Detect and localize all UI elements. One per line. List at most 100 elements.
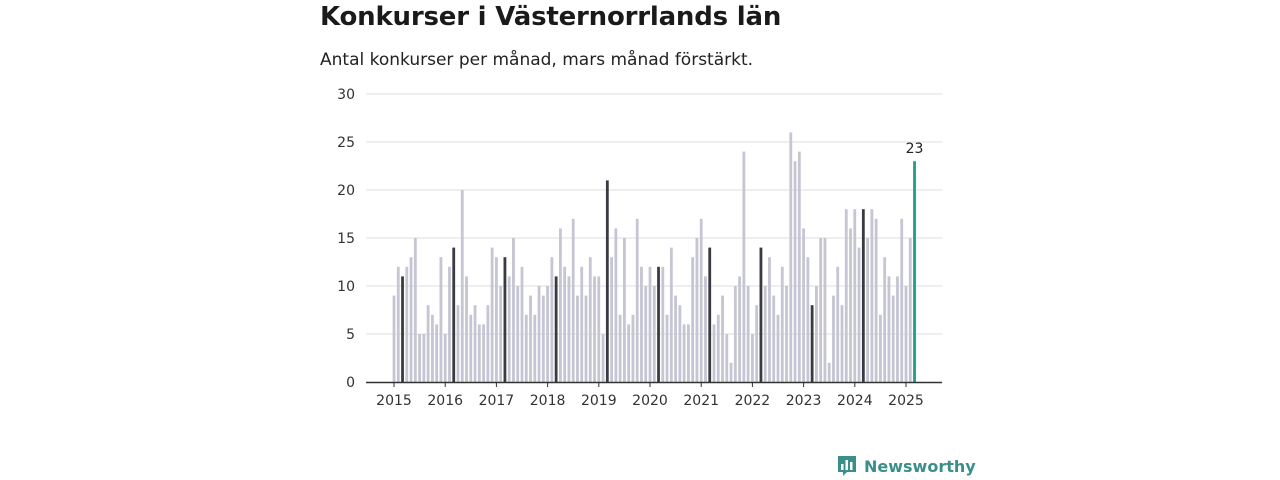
bar	[785, 286, 788, 382]
bar	[516, 286, 520, 382]
bar	[460, 190, 464, 382]
bar	[815, 286, 818, 382]
bar	[627, 324, 631, 382]
bar	[524, 314, 528, 382]
bar	[495, 257, 498, 382]
bar	[426, 305, 430, 382]
x-tick-label: 2023	[786, 393, 822, 409]
bar	[652, 286, 656, 382]
bar	[580, 266, 584, 382]
bar	[887, 276, 891, 382]
bar	[567, 276, 571, 382]
bar	[559, 228, 562, 382]
bar	[473, 305, 477, 382]
bar	[614, 228, 618, 382]
bar	[836, 266, 840, 382]
bar	[469, 314, 473, 382]
bar	[465, 276, 468, 382]
bar	[712, 324, 716, 382]
bar	[746, 286, 750, 382]
bar	[644, 286, 648, 382]
bar	[486, 305, 490, 382]
y-tick-label: 20	[337, 183, 355, 199]
bar	[716, 314, 720, 382]
x-tick-label: 2024	[837, 393, 873, 409]
bar-chart-speech-bubble-icon	[838, 456, 856, 476]
bar	[623, 238, 626, 382]
bar	[550, 257, 554, 382]
bar	[499, 286, 503, 382]
bar	[789, 132, 793, 382]
bar	[823, 238, 827, 382]
bar	[537, 286, 541, 382]
bar-march	[810, 305, 814, 382]
bar	[755, 305, 759, 382]
bar	[563, 266, 567, 382]
bar	[904, 286, 908, 382]
bar	[618, 314, 622, 382]
y-tick-label: 5	[346, 327, 355, 343]
bar-march	[861, 209, 865, 382]
y-tick-label: 15	[337, 231, 355, 247]
bar	[772, 295, 776, 382]
chart-title: Konkurser i Västernorrlands län	[320, 2, 782, 32]
bar	[908, 238, 912, 382]
bar	[669, 247, 673, 382]
bar	[477, 324, 481, 382]
bar	[832, 295, 835, 382]
bar	[431, 314, 434, 382]
bar	[593, 276, 596, 382]
bar-latest	[913, 161, 916, 382]
bar-march	[452, 247, 456, 382]
bar	[413, 238, 417, 382]
x-tick-label: 2015	[376, 393, 412, 409]
bar	[507, 276, 511, 382]
bar	[849, 228, 852, 382]
bar	[588, 257, 592, 382]
bar	[695, 238, 699, 382]
bar	[584, 295, 588, 382]
bar	[546, 286, 549, 382]
brand-name: Newsworthy	[864, 456, 976, 476]
bar	[448, 266, 451, 382]
bar	[661, 266, 665, 382]
bar	[733, 286, 737, 382]
bar	[725, 334, 729, 382]
bar	[691, 257, 695, 382]
bar	[571, 218, 575, 382]
bar	[879, 314, 882, 382]
bar	[439, 257, 443, 382]
bar-march	[401, 276, 404, 382]
x-tick-label: 2021	[683, 393, 719, 409]
bar	[396, 266, 400, 382]
bar	[896, 276, 899, 382]
y-tick-label: 30	[337, 87, 355, 103]
y-tick-label: 10	[337, 279, 355, 295]
bar	[456, 305, 460, 382]
bar	[576, 295, 579, 382]
bar	[853, 209, 857, 382]
latest-value-label: 23	[906, 141, 924, 157]
y-tick-label: 25	[337, 135, 355, 151]
bar-march	[503, 257, 507, 382]
x-tick-label: 2025	[888, 393, 924, 409]
bar	[699, 218, 703, 382]
bar	[776, 314, 780, 382]
bars	[392, 132, 916, 382]
bar	[597, 276, 601, 382]
bar	[533, 314, 537, 382]
bar	[870, 209, 874, 382]
bar	[648, 266, 652, 382]
x-tick-label: 2018	[530, 393, 566, 409]
bar	[512, 238, 515, 382]
bar	[844, 209, 848, 382]
bar	[601, 334, 605, 382]
bar	[418, 334, 421, 382]
bar	[883, 257, 887, 382]
bar	[891, 295, 895, 382]
x-tick-label: 2022	[735, 393, 771, 409]
bar	[763, 286, 767, 382]
bar	[874, 218, 878, 382]
